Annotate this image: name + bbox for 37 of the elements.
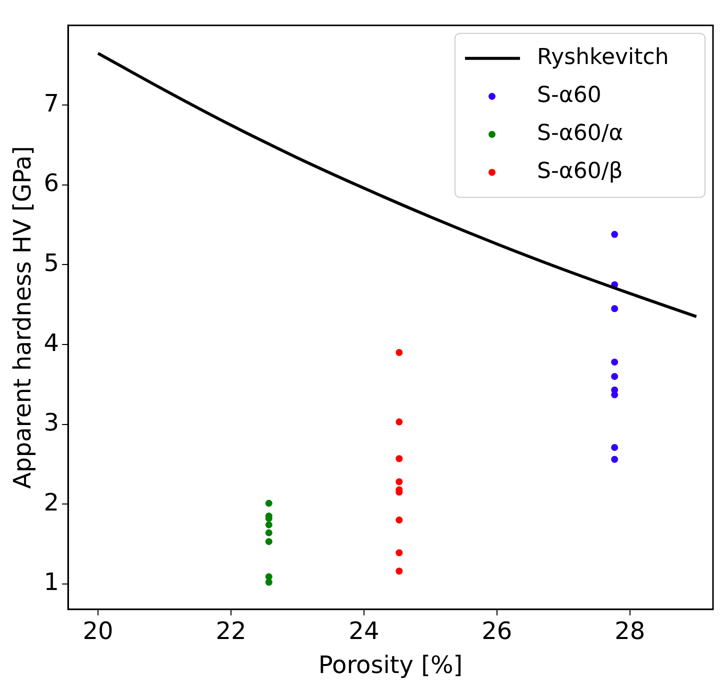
y-tick-label: 6 xyxy=(44,169,60,198)
point xyxy=(265,538,272,546)
point xyxy=(396,455,403,462)
point xyxy=(396,418,403,426)
x-tick-label: 28 xyxy=(614,617,646,646)
point xyxy=(265,529,272,536)
y-axis-title: Apparent hardness HV [GPa] xyxy=(8,146,37,489)
x-tick-label: 20 xyxy=(82,617,114,646)
point xyxy=(265,578,272,586)
point xyxy=(396,549,403,556)
point xyxy=(396,478,403,486)
legend-label: Ryshkevitch xyxy=(537,45,669,70)
x-tick-label: 22 xyxy=(216,617,246,646)
point xyxy=(396,568,403,575)
point xyxy=(611,372,618,380)
point xyxy=(611,444,618,451)
point xyxy=(396,516,403,524)
point xyxy=(611,358,618,366)
x-tick-label: 26 xyxy=(482,617,512,646)
point xyxy=(611,230,618,238)
y-tick-label: 3 xyxy=(44,408,60,437)
point xyxy=(611,305,618,312)
y-tick-label: 1 xyxy=(44,568,60,596)
point xyxy=(611,391,618,398)
point xyxy=(265,500,272,507)
point xyxy=(611,456,618,463)
y-tick-label: 2 xyxy=(44,488,60,516)
x-tick-label: 24 xyxy=(348,617,380,646)
y-tick-label: 7 xyxy=(44,89,60,118)
y-tick-label: 4 xyxy=(44,328,60,357)
legend-label: S-α60/β xyxy=(537,159,623,184)
point xyxy=(396,349,403,356)
x-axis-title: Porosity [%] xyxy=(318,650,463,679)
legend-label: S-α60 xyxy=(537,83,602,108)
legend-label: S-α60/α xyxy=(537,121,624,146)
y-tick-label: 5 xyxy=(44,248,60,277)
point xyxy=(265,521,272,528)
